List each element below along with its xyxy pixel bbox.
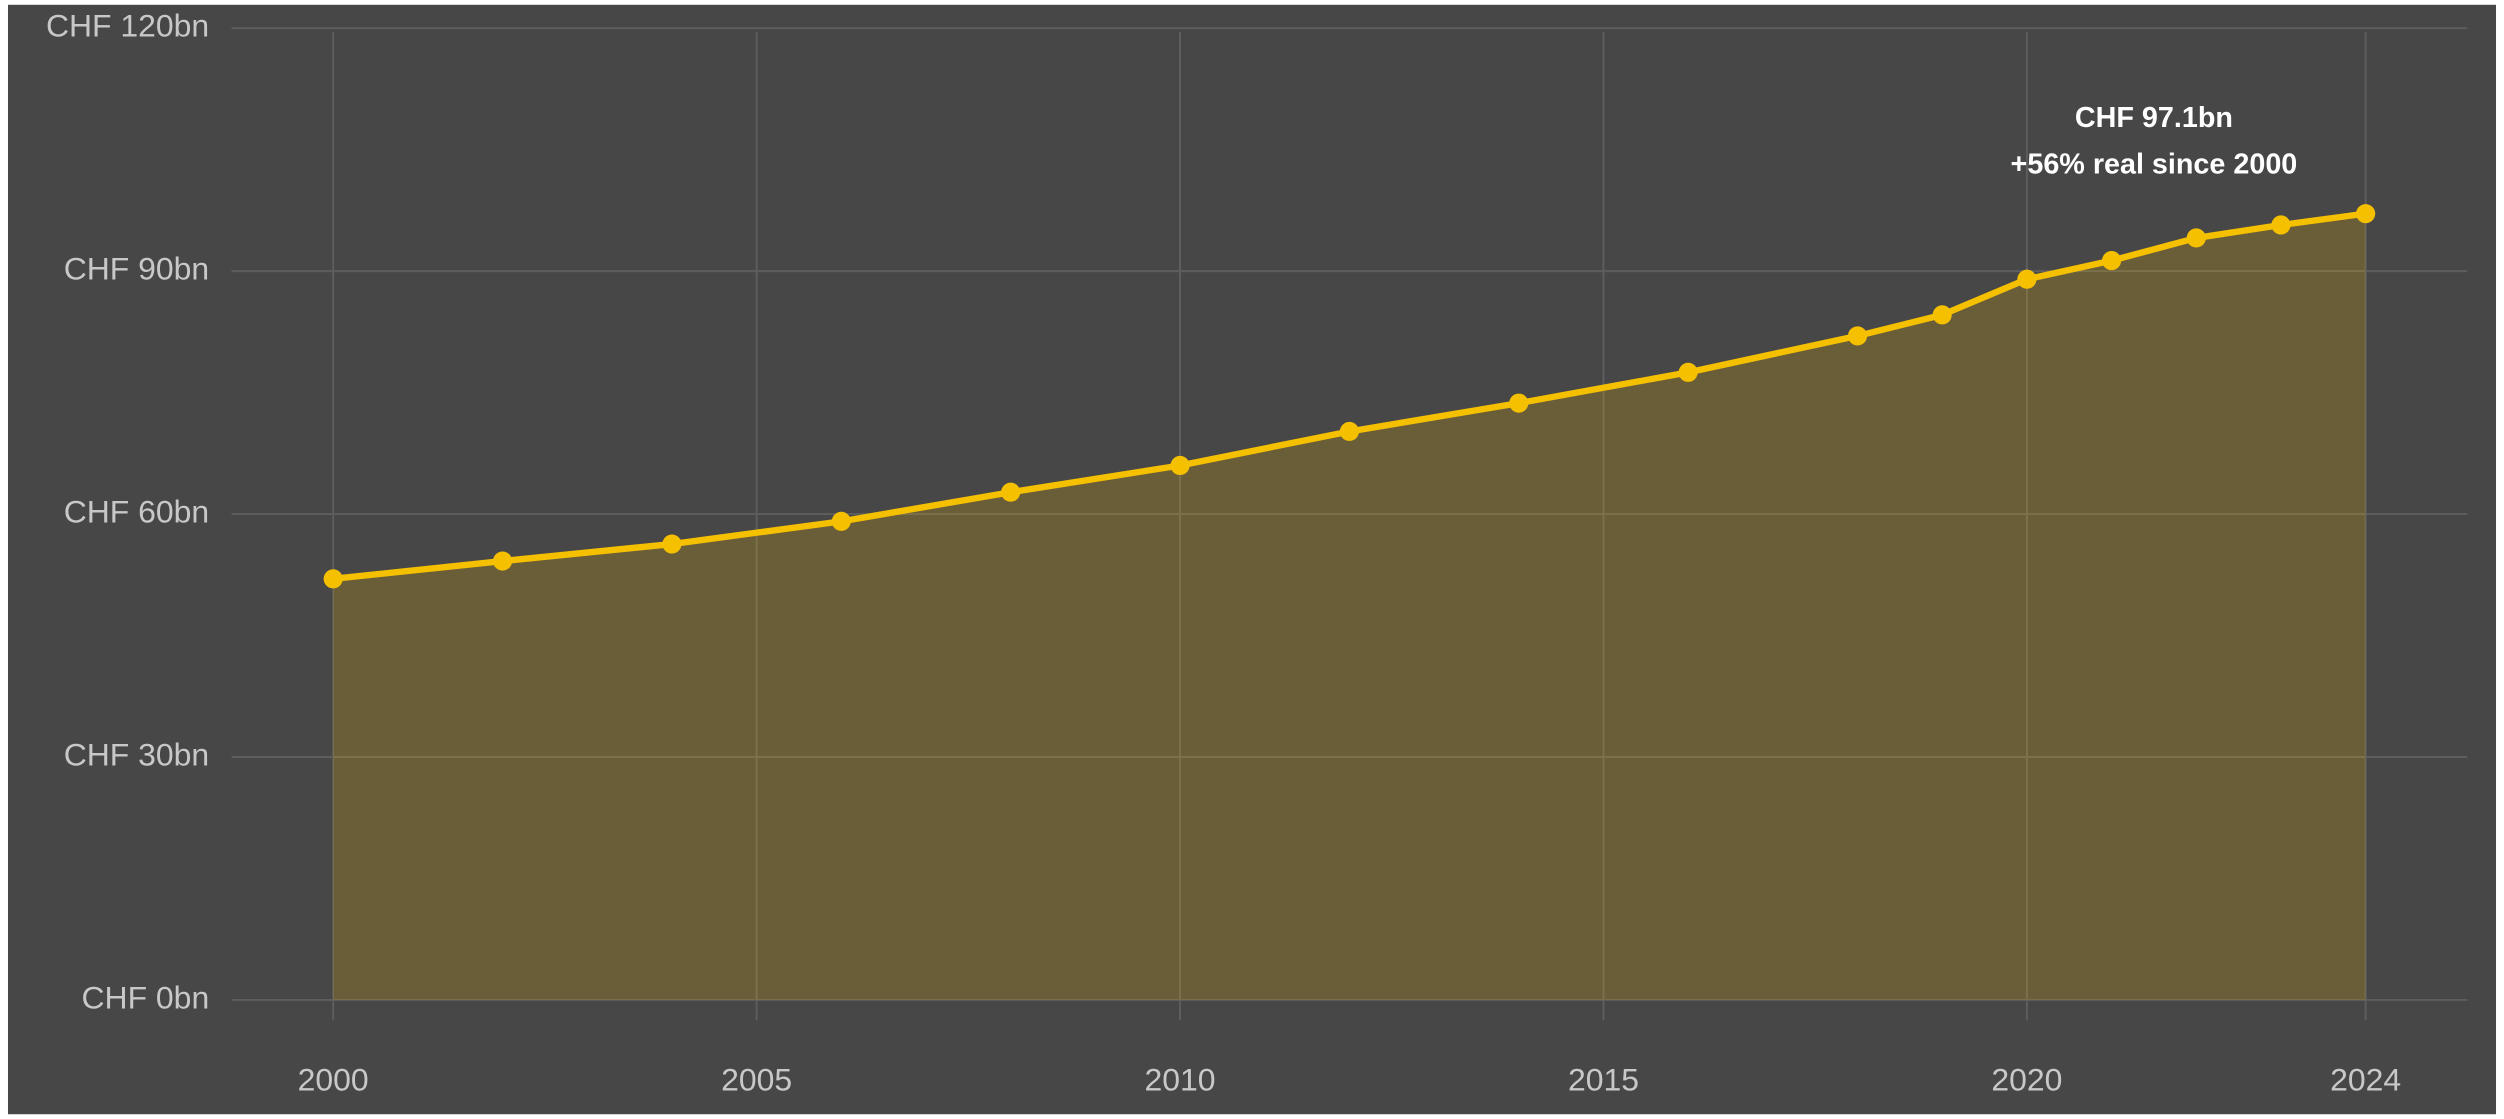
y-tick-label: CHF 30bn xyxy=(64,736,209,772)
point xyxy=(492,551,513,571)
x-tick-label: 2010 xyxy=(1145,1062,1216,1098)
x-tick-label: 2015 xyxy=(1568,1062,1639,1098)
point xyxy=(2271,215,2291,235)
x-tick-label: 2005 xyxy=(721,1062,792,1098)
y-tick-label: CHF 90bn xyxy=(64,251,209,287)
point xyxy=(2017,269,2037,289)
point xyxy=(1170,455,1190,476)
annotation: +56% real since 2000 xyxy=(2011,148,2298,180)
plot-background xyxy=(7,4,2497,1115)
point xyxy=(1001,482,1021,502)
point xyxy=(831,511,851,531)
point xyxy=(1339,421,1359,442)
point xyxy=(1509,393,1529,413)
line xyxy=(332,210,2367,583)
point xyxy=(1932,305,1952,325)
point xyxy=(662,534,682,554)
x-tick-label: 2024 xyxy=(2330,1062,2401,1098)
y-tick-label: CHF 120bn xyxy=(46,8,209,44)
point xyxy=(2356,204,2376,224)
point xyxy=(1847,326,1868,346)
x-tick-label: 2000 xyxy=(298,1062,369,1098)
point xyxy=(323,569,343,589)
x-tick-label: 2020 xyxy=(1991,1062,2062,1098)
point xyxy=(1678,362,1698,382)
y-tick-label: CHF 0bn xyxy=(81,979,209,1015)
y-tick-label: CHF 60bn xyxy=(64,494,209,530)
annotation: CHF 97.1bn xyxy=(2075,102,2233,134)
point xyxy=(2102,251,2122,271)
area xyxy=(333,213,2366,1000)
point xyxy=(2186,228,2206,248)
